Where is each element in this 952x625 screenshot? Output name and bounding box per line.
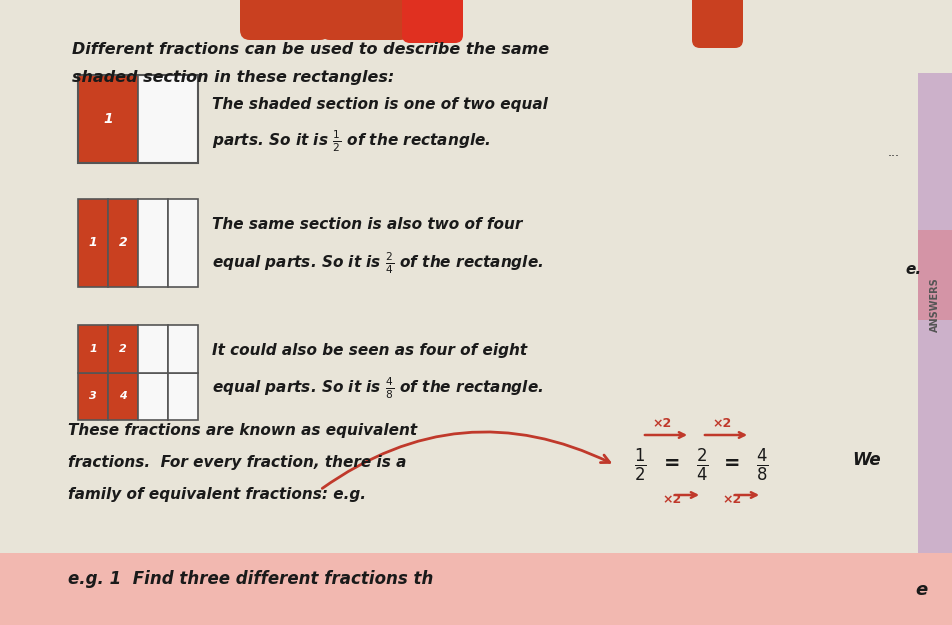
Bar xyxy=(0,553,952,625)
FancyBboxPatch shape xyxy=(692,0,743,48)
Bar xyxy=(138,75,198,163)
Text: We: We xyxy=(852,451,881,469)
Text: 4: 4 xyxy=(119,391,127,401)
Bar xyxy=(78,372,108,420)
Text: e.g. 1  Find three different fractions th: e.g. 1 Find three different fractions th xyxy=(68,570,433,588)
Text: equal parts. So it is $\frac{2}{4}$ of the rectangle.: equal parts. So it is $\frac{2}{4}$ of t… xyxy=(212,250,544,276)
Text: ×2: ×2 xyxy=(663,493,682,506)
Text: e.: e. xyxy=(905,262,922,278)
Text: 1: 1 xyxy=(89,236,97,249)
Bar xyxy=(108,372,138,420)
Text: 3: 3 xyxy=(89,391,97,401)
Text: $\frac{1}{2}$: $\frac{1}{2}$ xyxy=(634,446,646,484)
Text: ×2: ×2 xyxy=(712,417,732,430)
Text: ...: ... xyxy=(888,146,900,159)
Bar xyxy=(108,199,138,287)
Bar xyxy=(168,199,198,287)
Text: family of equivalent fractions: e.g.: family of equivalent fractions: e.g. xyxy=(68,487,366,502)
Bar xyxy=(138,325,168,372)
Text: 1: 1 xyxy=(89,344,97,354)
Bar xyxy=(138,199,168,287)
Bar xyxy=(78,325,108,372)
Text: e: e xyxy=(915,581,927,599)
FancyBboxPatch shape xyxy=(240,0,330,40)
Text: fractions.  For every fraction, there is a: fractions. For every fraction, there is … xyxy=(68,455,407,470)
Text: parts. So it is $\frac{1}{2}$ of the rectangle.: parts. So it is $\frac{1}{2}$ of the rec… xyxy=(212,128,490,154)
Text: 2: 2 xyxy=(119,236,128,249)
Bar xyxy=(78,75,138,163)
Text: equal parts. So it is $\frac{4}{8}$ of the rectangle.: equal parts. So it is $\frac{4}{8}$ of t… xyxy=(212,375,544,401)
Text: 2: 2 xyxy=(119,344,127,354)
Text: $\frac{4}{8}$: $\frac{4}{8}$ xyxy=(756,446,768,484)
Text: ANSWERS: ANSWERS xyxy=(930,278,940,332)
Text: It could also be seen as four of eight: It could also be seen as four of eight xyxy=(212,343,527,358)
Bar xyxy=(78,199,108,287)
Text: These fractions are known as equivalent: These fractions are known as equivalent xyxy=(68,423,417,438)
FancyBboxPatch shape xyxy=(320,0,410,40)
Bar xyxy=(918,73,952,553)
FancyArrowPatch shape xyxy=(323,432,609,488)
Bar xyxy=(138,372,168,420)
Bar xyxy=(168,325,198,372)
Bar xyxy=(918,230,952,320)
Bar xyxy=(108,325,138,372)
Text: ×2: ×2 xyxy=(723,493,742,506)
Text: Different fractions can be used to describe the same: Different fractions can be used to descr… xyxy=(72,42,549,57)
Bar xyxy=(168,372,198,420)
Text: =: = xyxy=(664,454,681,472)
Text: 1: 1 xyxy=(103,112,113,126)
Text: ×2: ×2 xyxy=(652,417,671,430)
Text: $\frac{2}{4}$: $\frac{2}{4}$ xyxy=(696,446,708,484)
Text: =: = xyxy=(724,454,741,472)
Text: shaded section in these rectangles:: shaded section in these rectangles: xyxy=(72,70,394,85)
Bar xyxy=(78,75,198,163)
Text: The same section is also two of four: The same section is also two of four xyxy=(212,217,523,232)
Text: The shaded section is one of two equal: The shaded section is one of two equal xyxy=(212,97,547,112)
FancyBboxPatch shape xyxy=(402,0,463,43)
